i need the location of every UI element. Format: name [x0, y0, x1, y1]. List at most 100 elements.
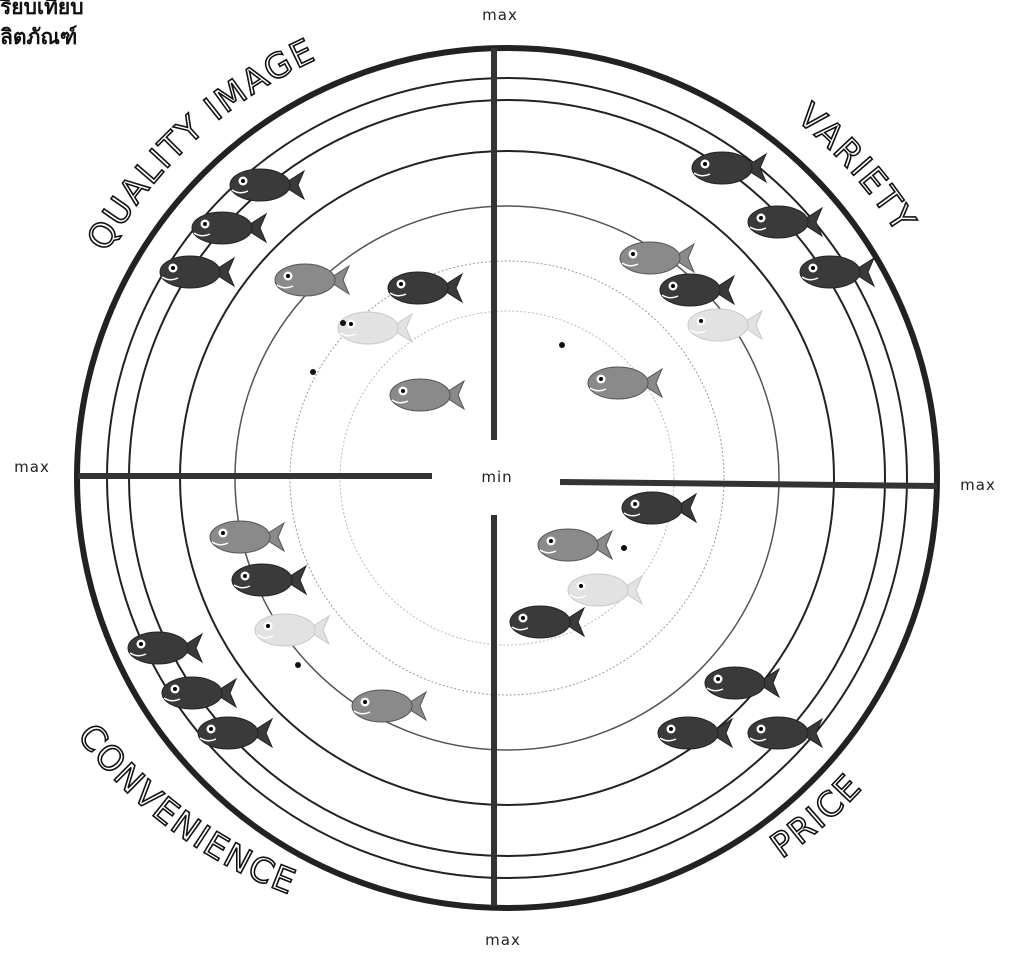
fish [197, 716, 274, 750]
fish-mouth [389, 292, 407, 297]
fish [209, 520, 286, 554]
fish-body [619, 241, 681, 275]
fish-body [197, 716, 259, 750]
fish-mouth [621, 262, 639, 267]
fish [231, 563, 308, 597]
axis-label: max [14, 458, 50, 476]
fish-pupil [349, 322, 353, 326]
fish-tail [326, 264, 351, 296]
fish-tail [389, 312, 414, 344]
fish-tail [673, 492, 698, 524]
fish [704, 666, 781, 700]
fish-body [747, 205, 809, 239]
fish-pupil [363, 700, 367, 704]
quadrant-text: PRICE [763, 765, 869, 867]
fish-mouth [706, 687, 724, 692]
fish-pupil [401, 389, 405, 393]
fish-tail [306, 614, 331, 646]
fish [687, 308, 764, 342]
fish-tail [739, 309, 764, 341]
dot [310, 369, 316, 375]
fish [191, 211, 268, 245]
fish [657, 716, 734, 750]
fish-body [747, 716, 809, 750]
fish-body [161, 676, 223, 710]
quadrant-label: PRICE [763, 766, 870, 867]
fish-mouth [693, 172, 711, 177]
fish-pupil [631, 252, 635, 256]
fish [389, 378, 466, 412]
fish-body [387, 271, 449, 305]
fish [747, 716, 824, 750]
fish [337, 311, 414, 345]
fish-pupil [171, 266, 175, 270]
fish-mouth [659, 737, 677, 742]
fish-mouth [211, 541, 229, 546]
fish [659, 273, 736, 307]
fish-body [231, 563, 293, 597]
fish-body [567, 573, 629, 607]
fish-pupil [243, 574, 247, 578]
fish-pupil [203, 222, 207, 226]
fish-tail [561, 606, 586, 638]
fish-mouth [199, 737, 217, 742]
axis-label: min [481, 468, 512, 486]
fish-pupil [549, 539, 553, 543]
fish-pupil [579, 584, 583, 588]
fish-tail [261, 521, 286, 553]
axis-label: max [482, 6, 518, 24]
fish-tail [619, 574, 644, 606]
fish-body [209, 520, 271, 554]
axis-label: max [485, 931, 521, 949]
fish-pupil [633, 502, 637, 506]
fish-body [587, 366, 649, 400]
fish-pupil [716, 677, 720, 681]
fish-mouth [623, 512, 641, 517]
fish-body [229, 168, 291, 202]
fish [747, 205, 824, 239]
fish-pupil [671, 284, 675, 288]
fish-pupil [759, 216, 763, 220]
fish-pupil [759, 727, 763, 731]
fish-tail [743, 152, 768, 184]
axis-label: max [960, 476, 996, 494]
fish-pupil [139, 642, 143, 646]
fish-body [704, 666, 766, 700]
fish-body [351, 689, 413, 723]
fish-group [127, 151, 876, 750]
fish-body [337, 311, 399, 345]
fish-tail [281, 169, 306, 201]
fish-pupil [599, 377, 603, 381]
fish-tail [403, 690, 428, 722]
fish-pupil [286, 274, 290, 278]
fish-mouth [749, 226, 767, 231]
fish [254, 613, 331, 647]
fish-pupil [241, 179, 245, 183]
fish-mouth [569, 594, 587, 599]
fish-tail [441, 379, 466, 411]
fish-pupil [173, 687, 177, 691]
fish-mouth [661, 294, 679, 299]
fish-body [687, 308, 749, 342]
fish [619, 241, 696, 275]
fish-body [509, 605, 571, 639]
fish [274, 263, 351, 297]
fish [387, 271, 464, 305]
fish-mouth [231, 189, 249, 194]
fish [127, 631, 204, 665]
fish-tail [249, 717, 274, 749]
fish-pupil [811, 266, 815, 270]
fish-mouth [256, 634, 274, 639]
fish-tail [589, 529, 614, 561]
fish-mouth [353, 710, 371, 715]
fish-tail [179, 632, 204, 664]
fish-pupil [399, 282, 403, 286]
fish-mouth [391, 399, 409, 404]
fish-tail [439, 272, 464, 304]
fish-pupil [703, 162, 707, 166]
fish-mouth [801, 276, 819, 281]
fish-pupil [521, 616, 525, 620]
fish-body [691, 151, 753, 185]
fish-tail [851, 256, 876, 288]
